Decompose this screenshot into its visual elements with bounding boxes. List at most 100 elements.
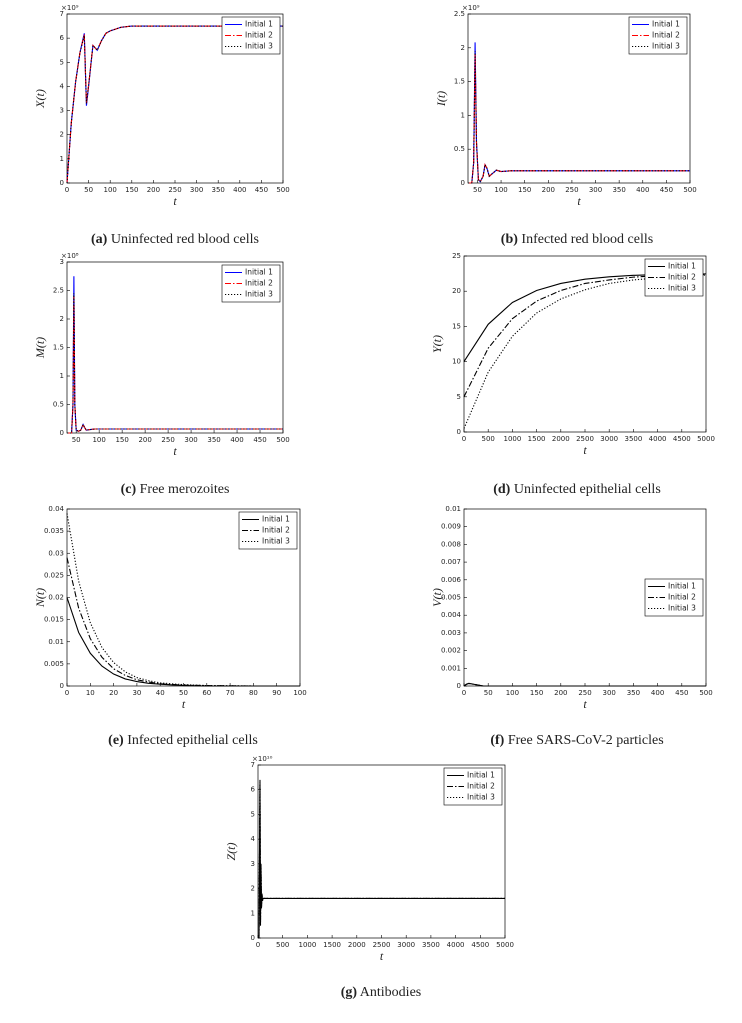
caption-text: Infected epithelial cells [127, 733, 258, 748]
x-tick-label: 3500 [422, 941, 440, 949]
legend-box [238, 511, 298, 550]
caption-text: Free merozoites [140, 482, 230, 497]
y-axis-label: M(t) [33, 337, 47, 359]
y-tick-label: 0.005 [441, 594, 461, 602]
caption-label: (b) [501, 232, 518, 247]
x-tick-label: 450 [255, 186, 268, 194]
x-tick-label: 500 [276, 186, 289, 194]
x-tick-label: 90 [272, 689, 281, 697]
legend-label: Initial 3 [668, 604, 696, 613]
x-tick-label: 350 [212, 186, 225, 194]
legend-label: Initial 3 [245, 290, 273, 299]
axis-multiplier: ×10⁹ [61, 4, 79, 12]
data-line [66, 513, 300, 687]
x-tick-label: 250 [161, 436, 174, 444]
x-tick-label: 350 [207, 436, 220, 444]
y-tick-label: 6 [60, 34, 65, 42]
x-tick-label: 50 [473, 186, 482, 194]
y-tick-label: 0.006 [441, 576, 462, 584]
x-tick-label: 300 [184, 436, 197, 444]
x-tick-label: 150 [518, 186, 531, 194]
x-tick-label: 1500 [528, 435, 546, 443]
y-tick-label: 4 [60, 82, 65, 90]
y-tick-label: 0.01 [48, 638, 64, 646]
x-tick-label: 4500 [471, 941, 489, 949]
y-tick-label: 1.5 [454, 78, 465, 86]
x-tick-label: 450 [660, 186, 673, 194]
y-tick-label: 0.007 [441, 558, 461, 566]
x-tick-label: 500 [276, 941, 289, 949]
y-tick-label: 1.5 [53, 344, 64, 352]
data-line [66, 25, 283, 184]
x-tick-label: 150 [115, 436, 128, 444]
x-tick-label: 350 [612, 186, 625, 194]
axis-multiplier: ×10¹⁰ [252, 755, 273, 763]
x-tick-label: 0 [65, 689, 69, 697]
y-tick-label: 0.01 [445, 505, 461, 513]
data-line [468, 42, 690, 184]
x-tick-label: 400 [230, 436, 243, 444]
caption-text: Free SARS-CoV-2 particles [508, 733, 664, 748]
x-tick-label: 250 [578, 689, 591, 697]
x-tick-label: 0 [65, 186, 69, 194]
x-tick-label: 500 [683, 186, 696, 194]
x-tick-label: 450 [253, 436, 266, 444]
y-tick-label: 0 [60, 429, 64, 437]
y-tick-label: 7 [251, 761, 255, 769]
y-axis-label: Y(t) [430, 335, 444, 353]
x-tick-label: 400 [636, 186, 649, 194]
caption-text: Uninfected red blood cells [111, 232, 259, 247]
legend-label: Initial 2 [245, 31, 273, 40]
x-axis-label: t [173, 194, 177, 208]
x-axis-label: t [577, 194, 581, 208]
y-tick-label: 0.009 [441, 523, 461, 531]
y-tick-label: 15 [452, 322, 461, 330]
x-tick-label: 50 [484, 689, 493, 697]
x-axis-label: t [380, 949, 384, 963]
legend-box [628, 16, 688, 55]
y-tick-label: 0 [457, 428, 461, 436]
caption: (e) Infected epithelial cells [108, 733, 258, 748]
y-tick-label: 6 [251, 786, 256, 794]
x-tick-label: 3000 [397, 941, 415, 949]
y-tick-label: 2 [60, 131, 64, 139]
y-tick-label: 5 [457, 393, 461, 401]
x-tick-label: 200 [147, 186, 160, 194]
y-tick-label: 10 [452, 358, 461, 366]
caption-text: Antibodies [360, 985, 421, 1000]
x-tick-label: 200 [138, 436, 151, 444]
axis-multiplier: ×10⁹ [462, 4, 480, 12]
y-tick-label: 3 [60, 107, 64, 115]
data-line [66, 557, 300, 687]
caption-text: Infected red blood cells [521, 232, 653, 247]
caption-label: (c) [121, 482, 137, 497]
legend-label: Initial 3 [245, 42, 273, 51]
legend-label: Initial 1 [262, 515, 290, 524]
y-tick-label: 0.02 [48, 594, 64, 602]
x-tick-label: 400 [233, 186, 246, 194]
legend-label: Initial 2 [245, 279, 273, 288]
y-tick-label: 0 [60, 179, 64, 187]
y-tick-label: 0.004 [441, 611, 462, 619]
x-tick-label: 20 [109, 689, 118, 697]
legend-box [644, 258, 704, 297]
caption: (d) Uninfected epithelial cells [493, 482, 661, 497]
legend-label: Initial 1 [668, 262, 696, 271]
y-tick-label: 0.5 [454, 145, 465, 153]
caption-label: (g) [341, 985, 358, 1000]
y-tick-label: 1 [461, 111, 465, 119]
caption: (a) Uninfected red blood cells [91, 232, 259, 247]
data-line [66, 25, 283, 184]
data-line [258, 782, 505, 939]
legend-box [221, 264, 281, 303]
data-line [66, 597, 300, 687]
legend-label: Initial 3 [652, 42, 680, 51]
legend-label: Initial 2 [652, 31, 680, 40]
y-tick-label: 0.001 [441, 664, 461, 672]
x-tick-label: 4500 [673, 435, 691, 443]
x-tick-label: 4000 [649, 435, 667, 443]
legend-label: Initial 1 [652, 20, 680, 29]
x-tick-label: 4000 [447, 941, 465, 949]
x-tick-label: 40 [156, 689, 165, 697]
x-tick-label: 50 [179, 689, 188, 697]
